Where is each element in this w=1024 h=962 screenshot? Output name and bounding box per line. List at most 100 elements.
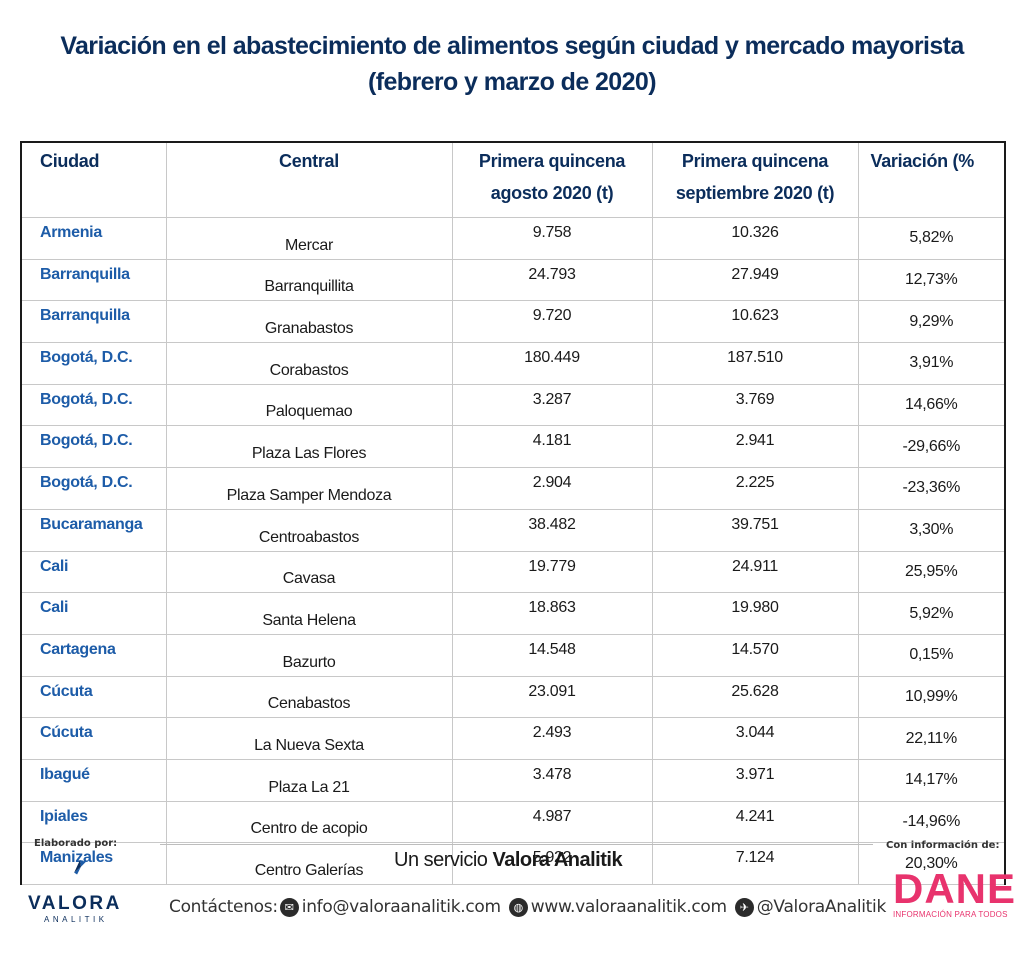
cell-variation: 5,82% <box>857 217 1006 260</box>
made-by-label: Elaborado por: <box>34 838 118 849</box>
cell-september: 27.949 <box>651 259 858 302</box>
cell-september: 39.751 <box>651 509 858 552</box>
contact-website-link[interactable]: www.valoraanalitik.com <box>530 897 727 917</box>
cell-city: Armenia <box>20 217 166 260</box>
contact-twitter-link[interactable]: @ValoraAnalitik <box>756 897 887 917</box>
cell-variation: -14,96% <box>857 801 1006 844</box>
cell-variation: 10,99% <box>857 676 1006 719</box>
service-prefix: Un servicio <box>394 849 493 871</box>
cell-august: 9.758 <box>451 217 652 260</box>
title-line-1: Variación en el abastecimiento de alimen… <box>60 32 964 60</box>
valora-logo-shape-lower <box>74 866 81 875</box>
cell-september: 10.623 <box>651 300 858 344</box>
dane-logo-subtext: INFORMACIÓN PARA TODOS <box>893 910 1008 919</box>
cell-variation: 12,73% <box>857 259 1006 302</box>
table-row: Ipiales Centro de acopio 4.987 4.241 -14… <box>20 801 1006 844</box>
contact-email-link[interactable]: info@valoraanalitik.com <box>301 897 501 917</box>
globe-icon: ◍ <box>508 897 528 917</box>
cell-variation: 9,29% <box>857 300 1006 344</box>
cell-variation: 22,11% <box>857 717 1006 760</box>
cell-august: 3.287 <box>451 384 652 427</box>
info-from-label: Con información de: <box>886 840 1000 851</box>
cell-central: Paloquemao <box>165 384 452 427</box>
cell-city: Cali <box>20 551 166 594</box>
cell-city: Bucaramanga <box>20 509 166 552</box>
cell-august: 180.449 <box>451 342 652 385</box>
cell-august: 18.863 <box>451 592 652 635</box>
cell-city: Cúcuta <box>20 676 166 719</box>
cell-september: 3.769 <box>651 384 858 427</box>
cell-central: Santa Helena <box>165 592 452 635</box>
cell-august: 24.793 <box>451 259 652 302</box>
cell-central: Centro Galerías <box>165 842 452 885</box>
supply-table: Ciudad Central Primera quincena agosto 2… <box>20 141 1006 885</box>
table-header: Ciudad Central Primera quincena agosto 2… <box>20 142 1006 218</box>
cell-central: Plaza Samper Mendoza <box>165 467 452 510</box>
cell-august: 4.987 <box>451 801 652 844</box>
table-row: Barranquilla Granabastos 9.720 10.623 9,… <box>20 300 1006 344</box>
valora-logo-shape <box>74 859 81 873</box>
cell-august: 2.904 <box>451 467 652 510</box>
cell-city: Cúcuta <box>20 717 166 760</box>
table-row: Bogotá, D.C. Plaza Las Flores 4.181 2.94… <box>20 425 1006 469</box>
cell-august: 3.478 <box>451 759 652 802</box>
table-row: Cali Cavasa 19.779 24.911 25,95% <box>20 551 1006 594</box>
email-icon: ✉ <box>279 897 299 917</box>
twitter-icon: ✈ <box>734 897 754 917</box>
table-row: Barranquilla Barranquillita 24.793 27.94… <box>20 259 1006 302</box>
cell-september: 25.628 <box>651 676 858 719</box>
service-brand: Valora Analitik <box>492 849 623 871</box>
cell-city: Bogotá, D.C. <box>20 467 166 510</box>
cell-variation: 14,17% <box>857 759 1006 802</box>
table-row: Manizales Centro Galerías 5.922 7.124 20… <box>20 842 1006 885</box>
cell-september: 24.911 <box>651 551 858 594</box>
footer-divider <box>160 844 873 845</box>
page-title: Variación en el abastecimiento de alimen… <box>0 28 1024 100</box>
table-row: Armenia Mercar 9.758 10.326 5,82% <box>20 217 1006 260</box>
cell-central: Centro de acopio <box>165 801 452 844</box>
header-city: Ciudad <box>20 142 166 218</box>
cell-central: Mercar <box>165 217 452 260</box>
cell-august: 23.091 <box>451 676 652 719</box>
table-row: Bucaramanga Centroabastos 38.482 39.751 … <box>20 509 1006 552</box>
valora-logo-mark <box>74 859 86 875</box>
header-september-line1: Primera quincena <box>681 151 829 171</box>
cell-city: Bogotá, D.C. <box>20 342 166 385</box>
valora-logo-subtext: ANALITIK <box>44 915 108 924</box>
table-row: Bogotá, D.C. Corabastos 180.449 187.510 … <box>20 342 1006 385</box>
cell-city: Barranquilla <box>20 300 166 344</box>
cell-variation: -29,66% <box>857 425 1006 469</box>
cell-city: Manizales <box>20 842 166 885</box>
cell-central: La Nueva Sexta <box>165 717 452 760</box>
cell-september: 187.510 <box>651 342 858 385</box>
cell-city: Barranquilla <box>20 259 166 302</box>
header-row: Ciudad Central Primera quincena agosto 2… <box>20 142 1006 218</box>
cell-september: 7.124 <box>651 842 858 885</box>
cell-central: Centroabastos <box>165 509 452 552</box>
cell-variation: 14,66% <box>857 384 1006 427</box>
cell-variation: 0,15% <box>857 634 1006 677</box>
cell-september: 14.570 <box>651 634 858 677</box>
cell-city: Ibagué <box>20 759 166 802</box>
cell-august: 9.720 <box>451 300 652 344</box>
valora-logo-text: VALORA <box>28 893 122 914</box>
supply-table-container: Ciudad Central Primera quincena agosto 2… <box>20 141 1006 885</box>
table-row: Bogotá, D.C. Plaza Samper Mendoza 2.904 … <box>20 467 1006 510</box>
table-row: Cúcuta Cenabastos 23.091 25.628 10,99% <box>20 676 1006 719</box>
cell-august: 2.493 <box>451 717 652 760</box>
cell-central: Cavasa <box>165 551 452 594</box>
contact-line: Contáctenos: ✉ info@valoraanalitik.com ◍… <box>169 897 886 917</box>
title-line-2: (febrero y marzo de 2020) <box>368 68 657 96</box>
cell-august: 4.181 <box>451 425 652 469</box>
table-row: Ibagué Plaza La 21 3.478 3.971 14,17% <box>20 759 1006 802</box>
table-body: Armenia Mercar 9.758 10.326 5,82% Barran… <box>20 217 1006 885</box>
cell-city: Cartagena <box>20 634 166 677</box>
table-row: Bogotá, D.C. Paloquemao 3.287 3.769 14,6… <box>20 384 1006 427</box>
cell-city: Bogotá, D.C. <box>20 425 166 469</box>
cell-september: 4.241 <box>651 801 858 844</box>
cell-central: Plaza Las Flores <box>165 425 452 469</box>
cell-august: 14.548 <box>451 634 652 677</box>
cell-september: 10.326 <box>651 217 858 260</box>
cell-city: Cali <box>20 592 166 635</box>
dane-logo-text: DANE <box>893 865 1017 912</box>
